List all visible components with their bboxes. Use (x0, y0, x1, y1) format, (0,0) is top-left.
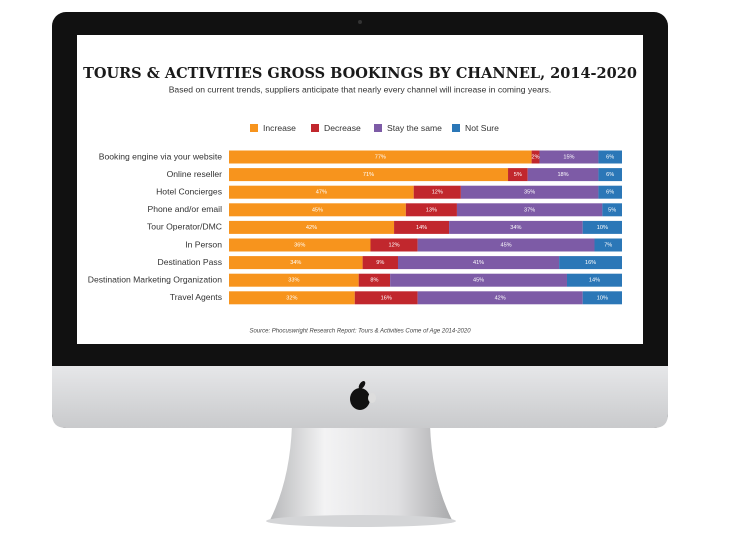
value-label: 45% (312, 207, 323, 213)
bar-segment (598, 185, 622, 199)
bar-segment (394, 220, 450, 234)
category-label: Destination Pass (158, 257, 223, 267)
value-label: 6% (606, 190, 614, 196)
value-label: 12% (388, 242, 399, 248)
bar-segment (417, 238, 595, 252)
bar-segment (229, 256, 363, 270)
value-label: 16% (585, 260, 596, 266)
category-label: Phone and/or email (147, 204, 222, 214)
category-label: Hotel Concierges (156, 186, 222, 196)
value-label: 8% (370, 278, 378, 284)
bar-segment (449, 220, 583, 234)
category-label: Tour Operator/DMC (147, 222, 222, 232)
stand-base (266, 515, 456, 527)
chart-title: TOURS & ACTIVITIES GROSS BOOKINGS BY CHA… (83, 65, 637, 82)
bar-segment (413, 185, 461, 199)
value-label: 47% (316, 190, 327, 196)
source-note: Source: Phocuswright Research Report: To… (249, 329, 471, 335)
bar-segment (566, 273, 622, 287)
bar-segment (229, 291, 355, 305)
category-label: Travel Agents (170, 292, 222, 302)
value-label: 32% (286, 295, 297, 301)
category-label: Booking engine via your website (99, 151, 222, 161)
bar-segment (390, 273, 567, 287)
value-label: 10% (597, 225, 608, 231)
bar-segment (582, 220, 622, 234)
bar-segment (539, 150, 599, 164)
bar-segment (582, 291, 622, 305)
bar-segment (405, 203, 457, 217)
value-label: 9% (376, 260, 384, 266)
value-label: 42% (306, 225, 317, 231)
bar-segment (460, 185, 599, 199)
legend-label: Increase (263, 123, 296, 133)
bar-segment (559, 256, 622, 270)
bar-segment (527, 168, 599, 182)
value-label: 5% (608, 207, 616, 213)
category-label: Online reseller (167, 169, 223, 179)
bar-segment (531, 150, 540, 164)
bar-segment (370, 238, 418, 252)
chart-subtitle: Based on current trends, suppliers antic… (169, 84, 552, 94)
value-label: 12% (432, 190, 443, 196)
value-label: 15% (563, 154, 574, 160)
value-label: 5% (514, 172, 522, 178)
category-label: Destination Marketing Organization (88, 274, 222, 284)
value-label: 6% (606, 154, 614, 160)
value-label: 71% (363, 172, 374, 178)
bar-segment (229, 238, 371, 252)
value-label: 10% (597, 295, 608, 301)
value-label: 45% (500, 242, 511, 248)
bar-segment (229, 220, 395, 234)
bar-segment (508, 168, 528, 182)
bar-segment (598, 168, 622, 182)
bar-segment (229, 203, 406, 217)
value-label: 14% (416, 225, 427, 231)
bar-segment (417, 291, 583, 305)
bar-segment (397, 256, 560, 270)
value-label: 42% (495, 295, 506, 301)
bar-segment (602, 203, 622, 217)
value-label: 18% (557, 172, 568, 178)
value-label: 37% (524, 207, 535, 213)
value-label: 13% (426, 207, 437, 213)
bar-segment (362, 256, 398, 270)
bar-segment (594, 238, 622, 252)
apple-logo (350, 381, 376, 410)
value-label: 16% (381, 295, 392, 301)
chart: TOURS & ACTIVITIES GROSS BOOKINGS BY CHA… (83, 65, 637, 335)
value-label: 34% (290, 260, 301, 266)
value-label: 33% (288, 278, 299, 284)
value-label: 35% (524, 190, 535, 196)
value-label: 77% (375, 154, 386, 160)
value-label: 2% (531, 154, 539, 160)
legend-swatch (311, 124, 319, 132)
value-label: 41% (473, 260, 484, 266)
bar-segment (229, 185, 414, 199)
camera (358, 20, 362, 24)
legend-swatch (452, 124, 460, 132)
bar-segment (229, 150, 532, 164)
value-label: 7% (604, 242, 612, 248)
value-label: 34% (510, 225, 521, 231)
legend-label: Stay the same (387, 123, 442, 133)
legend-label: Not Sure (465, 123, 499, 133)
stand (270, 425, 452, 520)
value-label: 14% (589, 278, 600, 284)
value-label: 45% (473, 278, 484, 284)
category-label: In Person (185, 239, 222, 249)
legend-swatch (374, 124, 382, 132)
bar-segment (229, 273, 359, 287)
bar-segment (456, 203, 603, 217)
value-label: 36% (294, 242, 305, 248)
bar-segment (229, 168, 509, 182)
bar-segment (358, 273, 391, 287)
bar-segment (354, 291, 418, 305)
legend-label: Decrease (324, 123, 361, 133)
legend-swatch (250, 124, 258, 132)
bar-segment (598, 150, 622, 164)
value-label: 6% (606, 172, 614, 178)
